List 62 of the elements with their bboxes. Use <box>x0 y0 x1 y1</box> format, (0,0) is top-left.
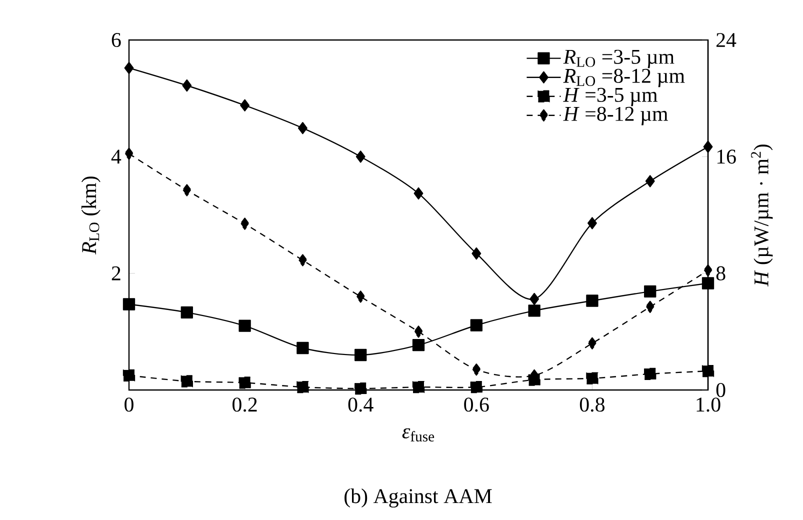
x-tick-label: 0.2 <box>232 398 257 412</box>
legend-label: R$_{LO}$ =8-12 µm <box>563 68 685 88</box>
point <box>356 150 366 163</box>
y-axis-title: R$_{LO}$ (km) <box>81 176 100 254</box>
point <box>240 218 250 230</box>
point <box>122 298 136 310</box>
y-tick-label: 2 <box>112 266 120 280</box>
point <box>586 372 598 384</box>
point <box>530 292 540 306</box>
point <box>180 306 193 318</box>
point <box>588 337 597 350</box>
point <box>644 368 656 380</box>
legend-label: R$_{LO}$ =3-5 µm <box>563 50 674 68</box>
point <box>470 381 482 394</box>
point <box>645 175 655 188</box>
point <box>703 264 713 276</box>
point <box>296 381 309 394</box>
point <box>528 304 540 317</box>
point <box>645 300 655 313</box>
y2-tick-label: 0 <box>716 382 726 398</box>
point <box>414 326 424 338</box>
point <box>354 382 367 395</box>
point <box>472 247 482 260</box>
y2-axis-title: H (µW/µm · m$^{2}$) <box>751 144 773 287</box>
point <box>644 285 656 298</box>
point <box>412 381 425 394</box>
legend-label: H =8-12 µm <box>563 106 668 126</box>
x-tick-label: 0.6 <box>464 398 489 412</box>
point <box>586 294 598 307</box>
point <box>298 122 308 134</box>
point <box>298 254 308 266</box>
point <box>470 319 482 332</box>
y2-tick-label: 24 <box>716 33 736 47</box>
x-tick-label: 0 <box>124 398 134 412</box>
x-tick-label: 0.8 <box>580 398 604 412</box>
point <box>240 99 250 112</box>
y-tick-label: 4 <box>111 150 122 164</box>
point <box>588 217 597 230</box>
x-tick-label: 0.4 <box>348 398 374 412</box>
legend-label: H =3-5 µm <box>563 88 658 106</box>
point <box>124 148 134 160</box>
point <box>702 277 714 290</box>
point <box>354 348 367 362</box>
point <box>296 342 309 354</box>
point <box>702 364 714 378</box>
point <box>238 376 251 389</box>
point <box>414 187 424 200</box>
x-tick-label: 1.0 <box>696 398 720 412</box>
y-tick-label: 6 <box>112 32 121 48</box>
y2-tick-label: 16 <box>717 150 736 164</box>
point <box>124 62 134 74</box>
x-axis-title: ε$_{fuse}$ <box>402 428 434 442</box>
point <box>238 320 251 332</box>
point <box>472 364 482 376</box>
point <box>356 290 366 303</box>
point <box>182 184 192 196</box>
point <box>122 369 136 382</box>
text: (b) Against AAM <box>344 488 492 508</box>
point <box>180 375 193 388</box>
point <box>182 79 192 92</box>
y2-tick-label: 8 <box>716 266 726 280</box>
point <box>412 339 425 352</box>
